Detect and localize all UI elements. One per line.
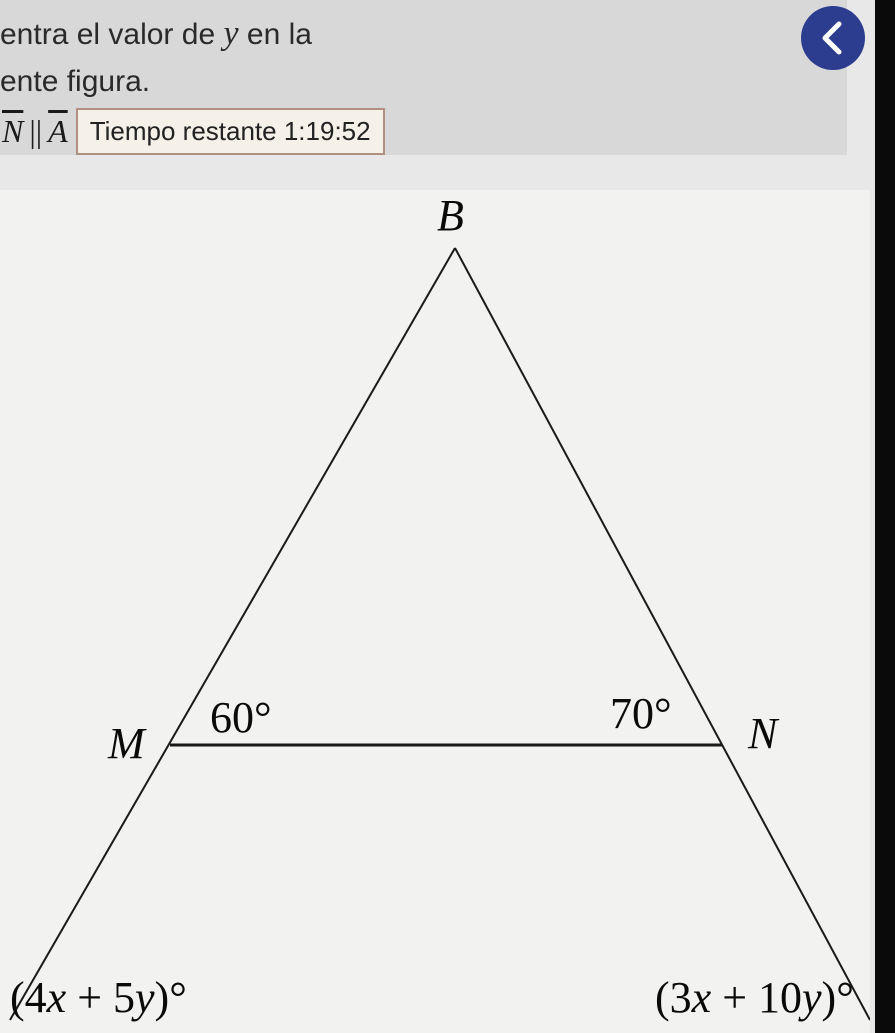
figure-area: B M 60° N 70° (4x + 5y)° (3x + 10y)° <box>0 190 870 1033</box>
timer-box: Tiempo restante 1:19:52 <box>76 108 385 155</box>
timer-value: 1:19:52 <box>284 116 371 146</box>
problem-text: entra el valor de y en la ente figura. <box>0 8 847 104</box>
angle-N-label: 70° <box>610 688 672 739</box>
timer-label: Tiempo restante <box>90 116 277 146</box>
parallel-statement: N || A Tiempo restante 1:19:52 <box>0 104 847 155</box>
bottom-left-expr: (4x + 5y)° <box>10 972 187 1023</box>
problem-line1-prefix: entra el valor de <box>0 18 223 51</box>
bottom-right-expr: (3x + 10y)° <box>655 972 854 1023</box>
back-button[interactable] <box>801 6 865 70</box>
problem-line1-suffix: en la <box>239 18 312 51</box>
segment-N: N <box>2 113 23 150</box>
vertex-N-label: N <box>748 708 777 759</box>
angle-M-label: 60° <box>210 692 272 743</box>
problem-header: entra el valor de y en la ente figura. N… <box>0 0 847 155</box>
triangle-diagram <box>0 190 870 1033</box>
vertex-B-label: B <box>437 190 464 241</box>
vertex-M-label: M <box>108 718 145 769</box>
problem-line2: ente figura. <box>0 59 847 104</box>
right-edge-bar <box>875 0 895 1033</box>
variable-y: y <box>223 15 238 52</box>
chevron-left-icon <box>819 20 847 56</box>
segment-A: A <box>48 113 68 150</box>
parallel-symbol: || <box>29 113 42 150</box>
